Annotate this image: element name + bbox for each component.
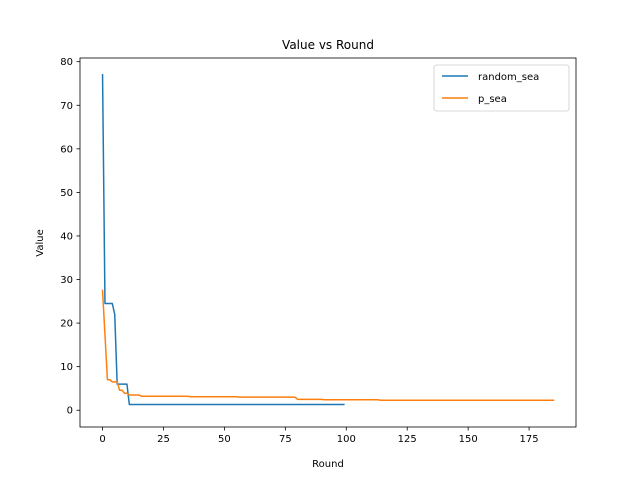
y-tick-label: 20 xyxy=(60,319,73,330)
x-tick-label: 50 xyxy=(218,434,231,445)
y-tick-label: 80 xyxy=(60,57,73,68)
x-tick-label: 25 xyxy=(157,434,170,445)
y-tick-label: 50 xyxy=(60,188,73,199)
chart-title: Value vs Round xyxy=(282,38,374,52)
y-tick-label: 60 xyxy=(60,144,73,155)
axes-layer: 0 25 50 75 100 125 150 175 0 10 20 30 40 50 60 70 80 xyxy=(60,57,577,445)
y-tick-label: 10 xyxy=(60,362,73,373)
y-tick-label: 30 xyxy=(60,275,73,286)
x-tick-label: 125 xyxy=(398,434,417,445)
axes-frame xyxy=(79,57,577,428)
y-tick-label: 70 xyxy=(60,101,73,112)
y-axis-label: Value xyxy=(35,229,46,256)
x-axis-label: Round xyxy=(312,459,344,470)
y-tick-label: 0 xyxy=(67,406,73,417)
series-line-p_sea xyxy=(101,289,555,401)
legend-label-p_sea: p_sea xyxy=(478,94,507,105)
legend-label-random_sea: random_sea xyxy=(478,72,539,83)
series-line-random_sea xyxy=(101,74,345,406)
x-tick-label: 0 xyxy=(99,434,105,445)
y-tick-label: 40 xyxy=(60,231,73,242)
legend: random_sea p_sea xyxy=(433,64,570,112)
x-tick-label: 150 xyxy=(459,434,478,445)
x-tick-label: 100 xyxy=(337,434,356,445)
x-tick-label: 175 xyxy=(520,434,539,445)
series-layer xyxy=(101,74,555,406)
x-tick-label: 75 xyxy=(279,434,292,445)
